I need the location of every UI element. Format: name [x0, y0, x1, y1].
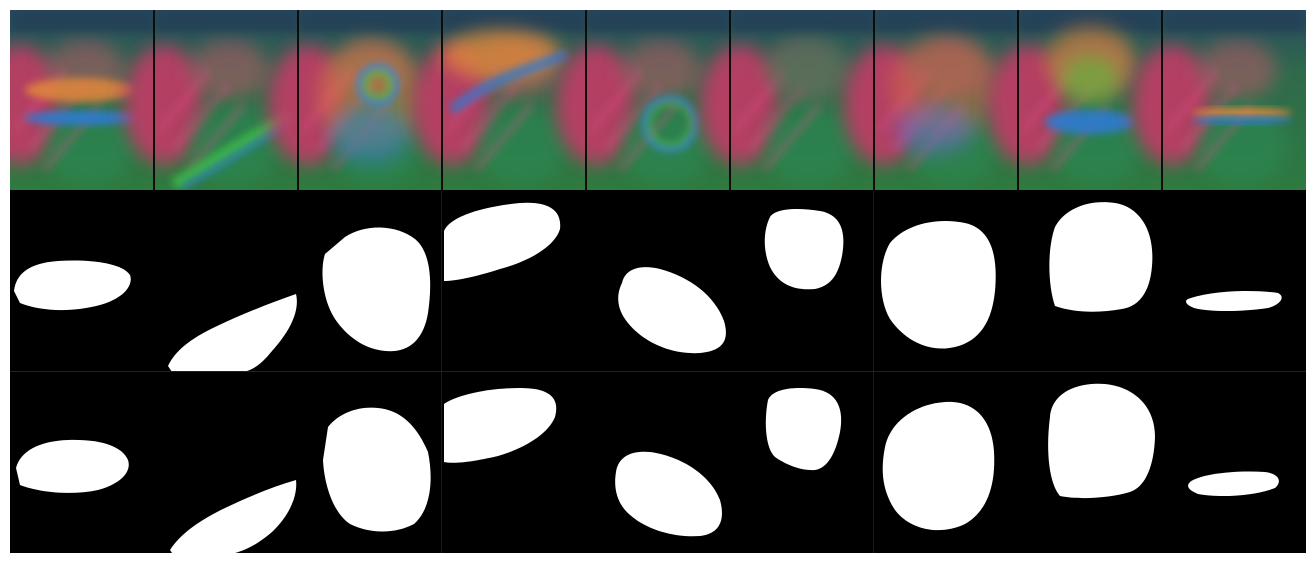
- pred-mask-7: [881, 221, 996, 349]
- pred-mask-6: [764, 209, 844, 290]
- pred-mask-1: [14, 260, 131, 311]
- group-divider: [441, 191, 442, 553]
- input-image-3: [268, 10, 442, 190]
- gt-mask-2: [170, 480, 297, 553]
- gt-mask-9: [1188, 471, 1279, 496]
- group-divider: [873, 191, 874, 553]
- input-image-5: [556, 10, 730, 190]
- gt-mask-6: [765, 388, 842, 471]
- pred-mask-9: [1186, 291, 1282, 311]
- input-image-7: [844, 10, 1018, 190]
- input-image-4: [412, 10, 586, 190]
- pred-mask-8: [1049, 202, 1153, 312]
- gt-mask-7: [882, 401, 995, 531]
- input-image-8: [988, 10, 1162, 190]
- gt-mask-3: [323, 407, 431, 532]
- input-image-9: [1132, 10, 1306, 190]
- pred-mask-4: [444, 202, 561, 281]
- pred-mask-3: [322, 227, 431, 352]
- gt-mask-8: [1048, 383, 1155, 499]
- input-image-row: [10, 10, 1306, 190]
- ground-truth-masks-canvas: [10, 372, 1306, 553]
- pred-mask-2: [168, 294, 297, 372]
- input-image-1: [10, 10, 154, 190]
- gt-mask-1: [16, 439, 129, 493]
- gt-mask-5: [615, 451, 722, 537]
- row-divider: [10, 371, 1306, 372]
- image-grid: [10, 10, 1306, 553]
- input-image-6: [700, 10, 874, 190]
- input-images-canvas: [10, 10, 1306, 190]
- predicted-masks-canvas: [10, 191, 1306, 372]
- ground-truth-mask-row: [10, 372, 1306, 553]
- gt-mask-4: [444, 388, 557, 463]
- pred-mask-5: [618, 267, 726, 354]
- predicted-mask-row: [10, 191, 1306, 372]
